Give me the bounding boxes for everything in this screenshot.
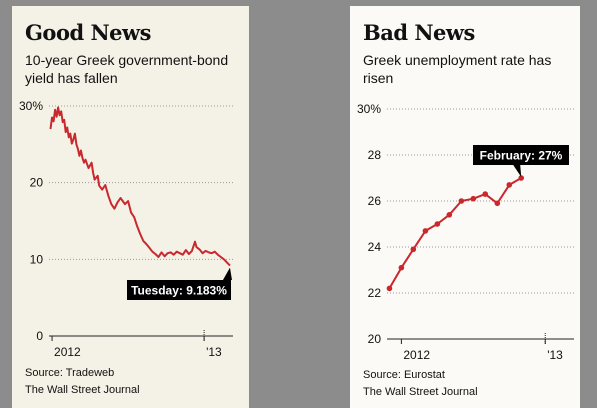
y-tick-label: 22 [368, 286, 382, 300]
y-tick-label: 20 [30, 176, 44, 190]
callout-label: February: 27% [480, 149, 563, 163]
x-tick-label: '13 [547, 348, 563, 362]
source-label: Source: Tradeweb [25, 367, 115, 379]
callout-label: Tuesday: 9.183% [131, 284, 227, 298]
callout-box [127, 280, 231, 300]
source-label: Source: Eurostat [363, 369, 445, 381]
data-point [482, 191, 489, 197]
panel-title: Good News [25, 20, 151, 45]
data-point [494, 200, 501, 207]
y-tick-label: 26 [368, 194, 382, 208]
series-line [49, 106, 231, 267]
data-point [506, 182, 513, 188]
bond-yield-chart: 30% 20 10 0 2012 '13 Tuesday: 9.183% [19, 99, 233, 359]
data-point [410, 246, 417, 253]
data-point [470, 195, 477, 202]
data-point [422, 228, 429, 234]
callout-box [473, 145, 569, 165]
series-line [388, 177, 522, 289]
y-tick-label: 20 [368, 332, 382, 346]
unemployment-chart: 30% 28 26 24 22 20 2012 '13 February: 27% [357, 102, 574, 362]
y-tick-label: 30% [19, 99, 43, 113]
bad-news-panel: Bad News Greek unemployment rate has ris… [350, 6, 580, 408]
callout-pointer [222, 267, 232, 280]
callout: February: 27% [473, 145, 569, 177]
good-news-panel: Good News 10-year Greek government-bond … [12, 6, 249, 408]
data-point [398, 264, 405, 271]
data-point [434, 221, 441, 227]
data-point [458, 198, 465, 204]
y-tick-label: 24 [368, 240, 382, 254]
panel-subtitle: Greek unemployment rate has risen [363, 52, 552, 86]
x-tick-label: 2012 [403, 348, 430, 362]
x-tick-label: '13 [206, 345, 222, 359]
credit-label: The Wall Street Journal [25, 384, 140, 396]
callout-pointer [513, 165, 522, 177]
credit-label: The Wall Street Journal [363, 386, 478, 398]
panel-title: Bad News [363, 20, 475, 45]
y-tick-label: 0 [36, 329, 43, 343]
data-point [446, 212, 453, 218]
data-point [386, 285, 393, 292]
y-tick-label: 28 [368, 148, 382, 162]
x-tick-label: 2012 [54, 345, 81, 359]
y-tick-label: 30% [357, 102, 381, 116]
callout: Tuesday: 9.183% [127, 267, 232, 300]
panel-subtitle: 10-year Greek government-bond yield has … [25, 52, 229, 86]
data-point [518, 175, 525, 181]
y-tick-label: 10 [30, 252, 44, 266]
